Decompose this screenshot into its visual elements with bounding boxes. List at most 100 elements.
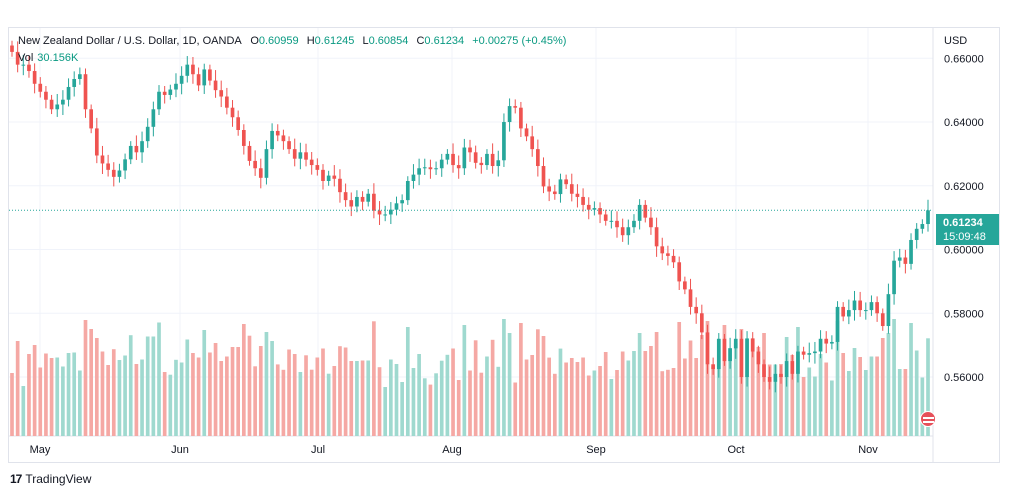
volume-bar [813,376,817,436]
volume-bar [852,348,857,436]
volume-bar [513,382,518,436]
volume-bar [863,370,868,436]
volume-bar [264,332,269,436]
volume-bar [716,339,721,436]
candle-body [677,262,682,282]
volume-bar [196,357,201,436]
brand-label[interactable]: TradingView [25,472,92,486]
volume-bar [174,359,178,436]
volume-bar [660,371,665,436]
volume-bar [473,340,478,436]
candle-body [128,145,133,160]
volume-bar [581,357,585,436]
candle-body [869,302,874,311]
volume-bar [326,373,331,436]
volume-bar [411,368,416,436]
last-price-badge: 0.61234 15:09:48 [936,214,999,245]
candle-body [603,214,608,221]
candle-body [100,155,105,164]
candle-body [490,153,495,167]
candle-body [151,109,156,127]
candle-body [66,86,71,100]
candle-body [897,257,902,261]
volume-bar [485,356,489,436]
volume-bar [620,351,625,436]
candle-body [174,83,178,90]
volume-bar [360,360,365,436]
candle-body [502,122,506,161]
candle-body [569,184,574,194]
y-tick-label: 0.62000 [944,181,984,193]
candle-body [858,300,862,311]
us-flag-icon[interactable] [920,411,936,427]
volume-bar [185,339,190,436]
candle-body [445,153,450,160]
volume-bar [422,378,427,436]
candle-body [581,196,585,205]
tradingview-logo-icon[interactable]: 17 [10,472,22,486]
candle-body [756,351,761,365]
candle-body [106,163,110,170]
volume-bar [552,373,557,436]
candle-body [649,217,653,228]
candle-body [219,90,224,97]
volume-bar [632,351,636,436]
volume-bar [400,382,404,436]
candle-body [372,193,376,211]
candle-body [558,179,563,195]
volume-bar [694,358,699,436]
volume-bar [451,348,455,436]
volume-bar [869,356,874,436]
low-value: 0.60854 [368,35,409,47]
volume-bar [405,327,410,436]
chart-pane[interactable] [8,27,1000,463]
candle-body [321,169,325,181]
change-value: +0.00275 (+0.45%) [472,35,567,47]
candle-body [620,227,625,236]
volume-bar [926,338,930,436]
volume-bar [847,371,851,436]
candle-body [530,136,535,150]
candle-body [773,373,778,382]
candle-body [886,294,891,327]
candle-body [111,169,116,177]
volume-bar [773,364,778,436]
candle-body [643,204,648,218]
candle-body [852,300,857,311]
volume-bar [637,333,642,436]
volume-label[interactable]: Vol [18,52,34,64]
volume-bar [72,352,77,436]
candle-body [479,162,484,166]
volume-bar [790,355,795,436]
symbol-title[interactable]: New Zealand Dollar / U.S. Dollar, 1D, OA… [18,35,242,47]
volume-bar [106,365,110,436]
candle-body [654,227,659,247]
volume-bar [162,372,167,436]
volume-bar [349,361,354,436]
volume-bar [123,355,127,436]
candle-body [400,200,404,204]
volume-bar [236,347,241,436]
candle-body [807,353,812,355]
countdown-timer: 15:09:48 [943,231,986,243]
volume-bar [275,364,280,436]
volume-bar [807,367,812,436]
candle-body [626,227,631,236]
volume-bar [389,359,393,436]
candle-body [671,255,676,263]
candle-body [94,128,99,156]
candle-body [914,228,919,240]
candle-body [10,45,14,52]
volume-bar [677,322,682,436]
volume-bar [897,369,902,436]
volume-bar [626,360,631,436]
volume-bar [21,386,26,436]
x-tick-label: Aug [442,444,462,456]
currency-label[interactable]: USD [944,35,968,47]
volume-bar [338,346,342,436]
candle-body [405,181,410,201]
volume-bar [914,350,919,436]
candle-body [394,203,399,210]
